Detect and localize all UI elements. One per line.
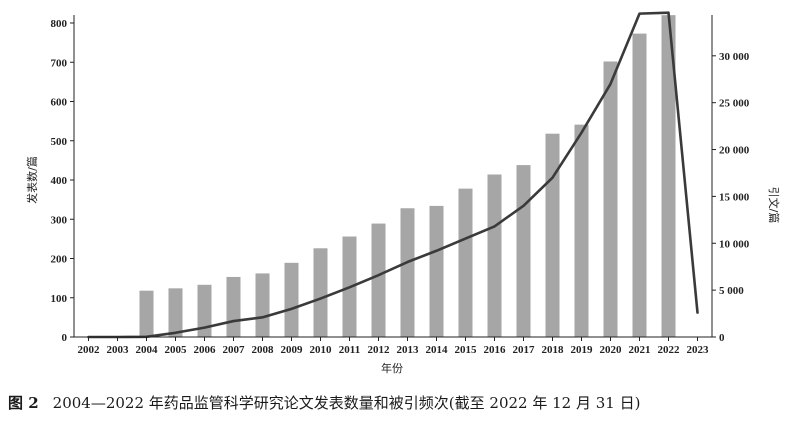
bar-2012 (371, 223, 386, 337)
bar-2013 (400, 208, 415, 337)
x-tick-2002: 2002 (78, 344, 101, 356)
figure-label: 图 2 (8, 394, 39, 412)
figure-caption: 图 2 2004—2022 年药品监管科学研究论文发表数量和被引频次(截至 202… (8, 392, 798, 413)
x-axis-title: 年份 (381, 361, 403, 375)
y-left-tick-400: 400 (51, 175, 68, 187)
bar-2017 (516, 165, 531, 337)
citation-line (87, 11, 699, 339)
bar-series (139, 15, 676, 338)
y-right-tick-20000: 20 000 (719, 145, 750, 157)
x-tick-2022: 2022 (658, 344, 681, 356)
x-tick-labels: 2002 2003 2004 2005 2006 2007 2008 2009 2010 2011… (78, 344, 710, 356)
bar-2015 (458, 188, 473, 337)
x-tick-2015: 2015 (455, 344, 478, 356)
bar-2016 (487, 174, 502, 337)
bar-2019 (574, 124, 589, 337)
line-series (87, 11, 699, 339)
y-right-tick-0: 0 (719, 332, 725, 344)
y-left-tick-500: 500 (51, 136, 68, 148)
x-tick-2008: 2008 (252, 344, 275, 356)
x-tick-2014: 2014 (426, 344, 449, 356)
bar-2022 (661, 15, 676, 338)
y-left-tick-800: 800 (51, 18, 68, 30)
y-right-tick-15000: 15 000 (719, 191, 750, 203)
bar-2009 (284, 262, 299, 337)
chart: 2002 2003 2004 2005 2006 2007 2008 2009 2010 2011… (25, 11, 781, 375)
y-left-tick-0: 0 (62, 332, 68, 344)
bar-2010 (313, 248, 328, 337)
bar-2008 (255, 273, 270, 337)
x-tick-2019: 2019 (571, 344, 594, 356)
y-left-tick-600: 600 (51, 97, 68, 109)
bar-2021 (632, 33, 647, 337)
y-right-tick-25000: 25 000 (719, 98, 750, 110)
x-tick-2010: 2010 (310, 344, 333, 356)
y-right-axis-title: 引文/篇 (767, 187, 781, 224)
y-right-tick-10000: 10 000 (719, 238, 750, 250)
caption-text: 2004—2022 年药品监管科学研究论文发表数量和被引频次(截至 2022 年… (52, 394, 641, 412)
x-tick-2013: 2013 (397, 344, 420, 356)
x-tick-2012: 2012 (368, 344, 391, 356)
x-tick-2016: 2016 (484, 344, 507, 356)
x-tick-2004: 2004 (136, 344, 159, 356)
bar-2005 (168, 288, 183, 337)
y-left-tick-100: 100 (51, 293, 68, 305)
bar-2006 (197, 284, 212, 337)
axes (70, 15, 716, 341)
bar-2020 (603, 61, 618, 338)
bar-2014 (429, 205, 444, 337)
y-right-tick-5000: 5 000 (719, 285, 744, 297)
y-left-tick-300: 300 (51, 214, 68, 226)
x-tick-2007: 2007 (223, 344, 246, 356)
x-tick-2020: 2020 (600, 344, 623, 356)
x-tick-2011: 2011 (339, 344, 360, 356)
bar-2004 (139, 290, 154, 337)
y-right-tick-labels: 0 5 000 10 000 15 000 20 000 25 000 30 000 (719, 51, 750, 344)
y-left-tick-200: 200 (51, 254, 68, 266)
x-tick-2021: 2021 (629, 344, 651, 356)
x-tick-2005: 2005 (165, 344, 188, 356)
x-tick-2023: 2023 (687, 344, 710, 356)
x-tick-2017: 2017 (513, 344, 536, 356)
y-left-tick-labels: 0 100 200 300 400 500 600 700 800 (51, 18, 68, 344)
y-left-tick-700: 700 (51, 57, 68, 69)
x-tick-2006: 2006 (194, 344, 217, 356)
x-tick-2018: 2018 (542, 344, 565, 356)
y-left-axis-title: 发表数/篇 (25, 156, 39, 204)
bar-2007 (226, 276, 241, 337)
x-tick-2009: 2009 (281, 344, 304, 356)
x-tick-2003: 2003 (107, 344, 130, 356)
y-right-tick-30000: 30 000 (719, 51, 750, 63)
bar-2018 (545, 133, 560, 337)
